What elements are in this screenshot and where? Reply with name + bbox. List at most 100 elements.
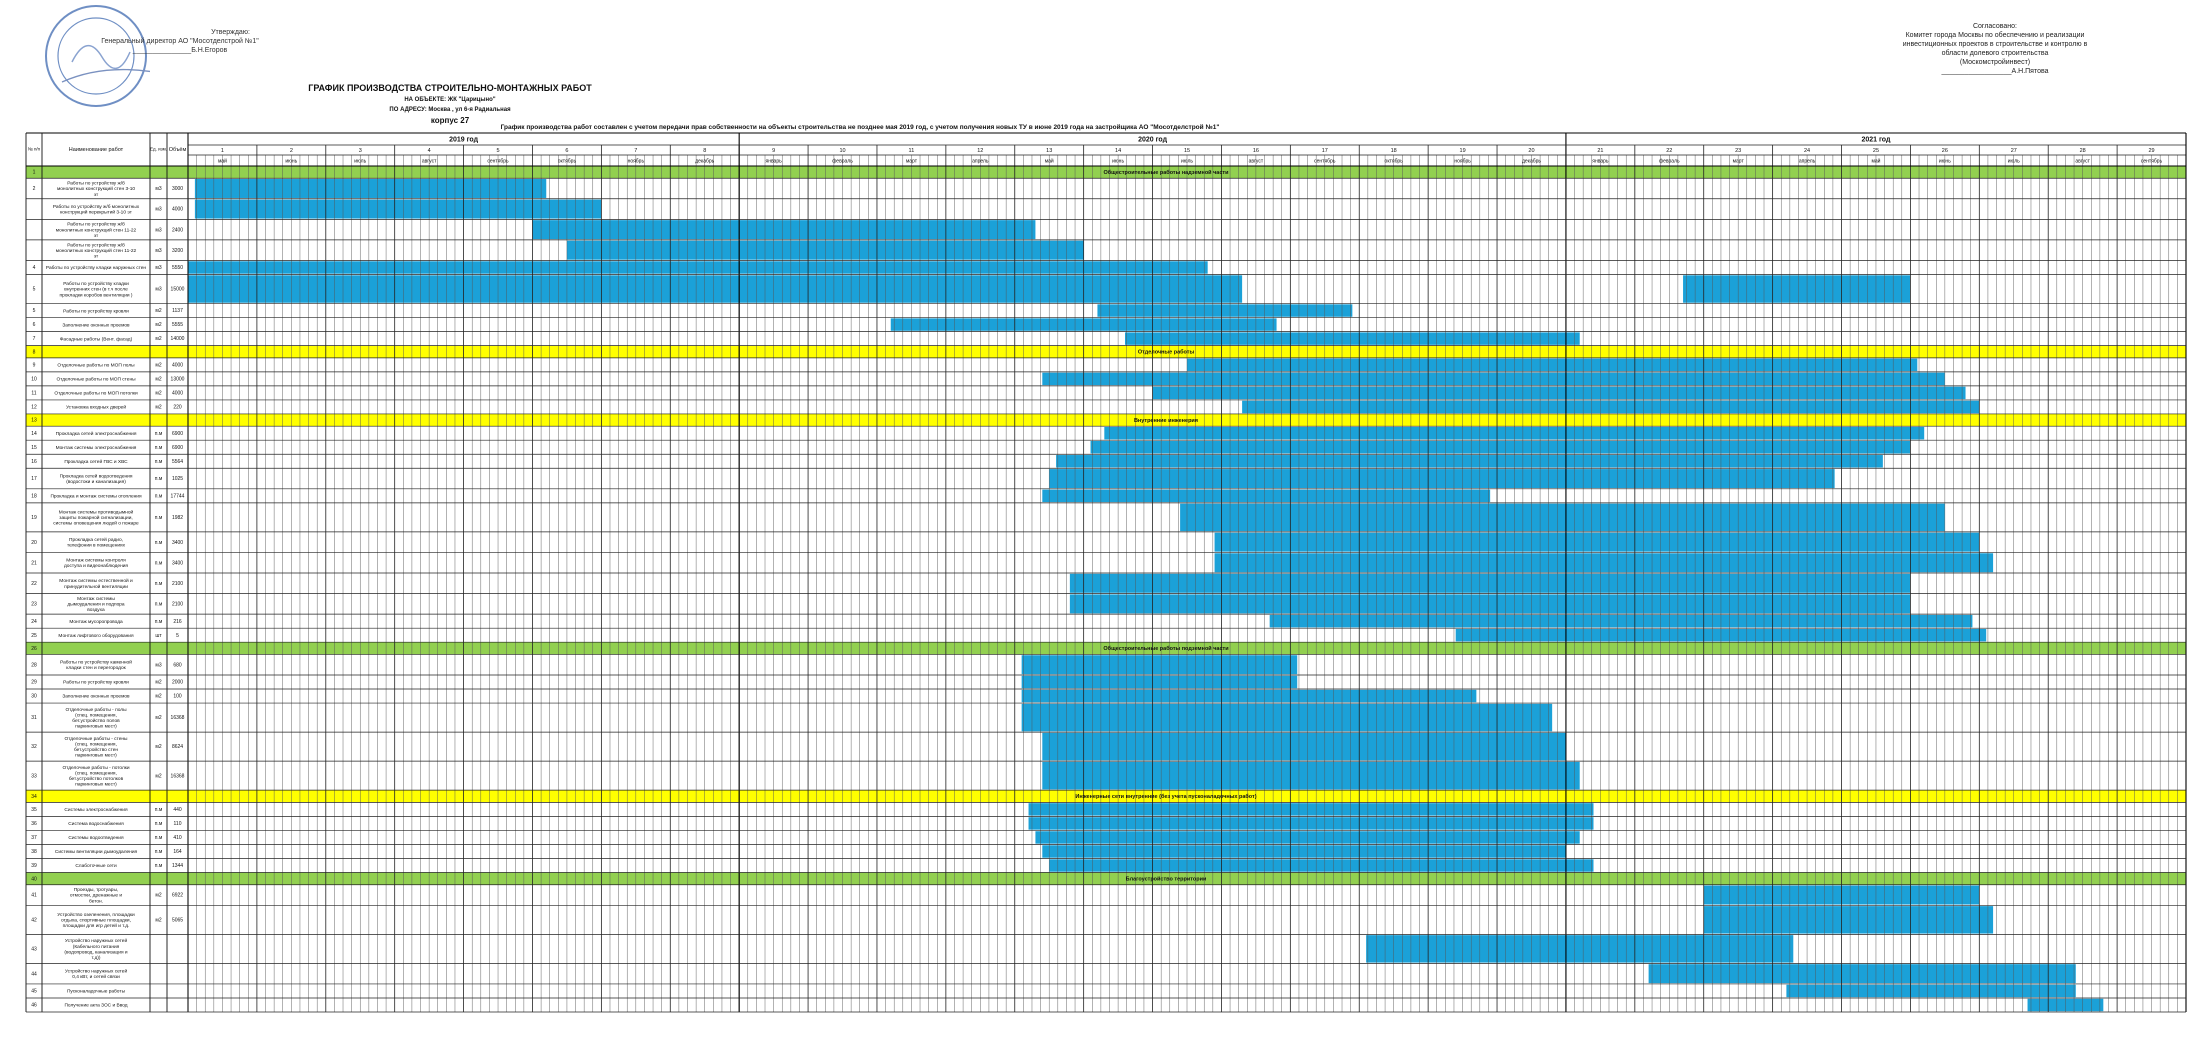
row-number: 41 bbox=[31, 893, 37, 899]
task-unit: п.м bbox=[155, 560, 163, 566]
approval-left-line: Генеральный директор АО "Мосотделстрой №… bbox=[101, 38, 259, 45]
gantt-bar bbox=[1056, 455, 1883, 468]
section-band bbox=[26, 345, 2186, 358]
task-volume: 6900 bbox=[172, 431, 183, 437]
task-unit: м2 bbox=[155, 694, 161, 700]
task-unit: м3 bbox=[155, 186, 161, 192]
task-name: Работы по устройству каменной кладки стен… bbox=[60, 659, 132, 672]
task-unit: м2 bbox=[155, 322, 161, 328]
month-name: октябрь bbox=[558, 158, 577, 164]
gantt-bar bbox=[1683, 275, 1911, 303]
task-name: Работы по устройству кладки внутренних ст… bbox=[59, 280, 132, 298]
row-number: 13 bbox=[31, 418, 37, 424]
month-number: 18 bbox=[1391, 148, 1397, 154]
gantt-bar bbox=[532, 220, 1036, 240]
schedule-note: График производства работ составлен с уч… bbox=[500, 124, 1220, 131]
task-volume: 410 bbox=[173, 835, 182, 841]
task-unit: м2 bbox=[155, 744, 161, 750]
task-volume: 3400 bbox=[172, 540, 183, 546]
task-volume: 2100 bbox=[172, 581, 183, 587]
task-volume: 680 bbox=[173, 662, 182, 668]
task-unit: п.м bbox=[155, 515, 163, 521]
row-number: 7 bbox=[33, 336, 36, 342]
task-unit: м2 bbox=[155, 680, 161, 686]
section-label: Общестроительные работы надземной части bbox=[1104, 169, 1229, 176]
task-volume: 2100 bbox=[172, 601, 183, 607]
task-name: Прокладка сетей электроснабжения bbox=[56, 430, 137, 437]
task-name: Отделочные работы - полы (спец. помещения… bbox=[65, 707, 127, 730]
row-number: 39 bbox=[31, 863, 37, 869]
task-name: Отделочные работы по МОП стены bbox=[56, 377, 136, 383]
page-title: ГРАФИК ПРОИЗВОДСТВА СТРОИТЕЛЬНО-МОНТАЖНЫ… bbox=[308, 83, 592, 93]
row-number: 12 bbox=[31, 405, 37, 411]
approval-left-line: _______________Б.Н.Егоров bbox=[132, 47, 228, 54]
month-number: 12 bbox=[977, 148, 983, 154]
header-volume: Объём bbox=[169, 147, 187, 153]
approval-left-line: Утверждаю: bbox=[211, 29, 250, 36]
month-name: сентябрь bbox=[1314, 158, 1336, 164]
task-name: Монтаж системы электроснабжения bbox=[56, 445, 137, 451]
task-name: Отделочные работы по МОП потолки bbox=[54, 391, 138, 397]
gantt-bar bbox=[1124, 332, 1580, 345]
row-number: 10 bbox=[31, 377, 37, 383]
task-volume: 1137 bbox=[172, 308, 183, 314]
month-number: 13 bbox=[1046, 148, 1052, 154]
gantt-bar bbox=[188, 261, 1208, 274]
task-name: Работы по устройству ж/б монолитных конст… bbox=[56, 221, 137, 239]
section-band bbox=[26, 166, 2186, 179]
task-name: Монтаж системы контроля доступа и видеона… bbox=[64, 558, 128, 570]
task-unit: п.м bbox=[155, 849, 163, 855]
task-unit: п.м bbox=[155, 493, 163, 499]
row-number: 44 bbox=[31, 971, 37, 977]
gantt-bar bbox=[1214, 532, 1980, 552]
task-volume: 5 bbox=[176, 633, 179, 639]
gantt-bar bbox=[1042, 489, 1491, 503]
task-unit: шт bbox=[155, 633, 162, 639]
object-name: НА ОБЪЕКТЕ: ЖК "Царицыно" bbox=[404, 97, 496, 103]
task-name: Системы электроснабжения bbox=[64, 807, 128, 813]
task-volume: 3400 bbox=[172, 560, 183, 566]
object-address: ПО АДРЕСУ: Москва , ул 6-я Радиальная bbox=[389, 107, 511, 113]
task-name: Работы по устройству кладки наружных сте… bbox=[46, 264, 146, 271]
month-name: декабрь bbox=[1522, 158, 1541, 164]
task-name: Монтаж системы дымоудаления и подпора возд… bbox=[67, 596, 124, 613]
month-name: октябрь bbox=[1385, 158, 1404, 164]
task-volume: 14000 bbox=[171, 336, 185, 342]
section-label: Благоустройство территории bbox=[1126, 875, 1207, 882]
task-name: Системы вентиляции дымоудаления bbox=[55, 849, 138, 855]
gantt-bar bbox=[1090, 441, 1911, 454]
gantt-bar bbox=[194, 199, 602, 219]
task-volume: 5564 bbox=[172, 459, 183, 465]
row-number: 16 bbox=[31, 459, 37, 465]
task-unit: п.м bbox=[155, 821, 163, 827]
row-number: 18 bbox=[31, 493, 37, 499]
month-number: 7 bbox=[634, 148, 637, 154]
row-number: 33 bbox=[31, 773, 37, 779]
gantt-bar bbox=[1786, 984, 2076, 998]
month-name: ноябрь bbox=[1454, 158, 1471, 164]
gantt-bar bbox=[1021, 689, 1477, 703]
task-name: Отделочные работы - стены (спец. помещени… bbox=[65, 736, 128, 759]
task-volume: 17744 bbox=[171, 493, 185, 499]
gantt-bar bbox=[1049, 859, 1594, 872]
gantt-bar bbox=[1042, 761, 1580, 790]
task-unit: м3 bbox=[155, 207, 161, 213]
gantt-bar bbox=[1028, 803, 1594, 816]
task-unit: п.м bbox=[155, 835, 163, 841]
month-number: 19 bbox=[1460, 148, 1466, 154]
gantt-bar bbox=[1152, 386, 1966, 400]
task-unit: м2 bbox=[155, 405, 161, 411]
month-number: 17 bbox=[1322, 148, 1328, 154]
row-number: 25 bbox=[31, 633, 37, 639]
task-volume: 1982 bbox=[172, 515, 183, 521]
task-unit: п.м bbox=[155, 581, 163, 587]
row-number: 22 bbox=[31, 581, 37, 587]
section-band bbox=[26, 872, 2186, 885]
task-name: Установка входных дверей bbox=[66, 404, 126, 411]
month-name: ноябрь bbox=[628, 158, 645, 164]
task-unit: п.м bbox=[155, 863, 163, 869]
section-band bbox=[26, 642, 2186, 655]
task-volume: 2400 bbox=[172, 227, 183, 233]
task-volume: 2000 bbox=[172, 680, 183, 686]
